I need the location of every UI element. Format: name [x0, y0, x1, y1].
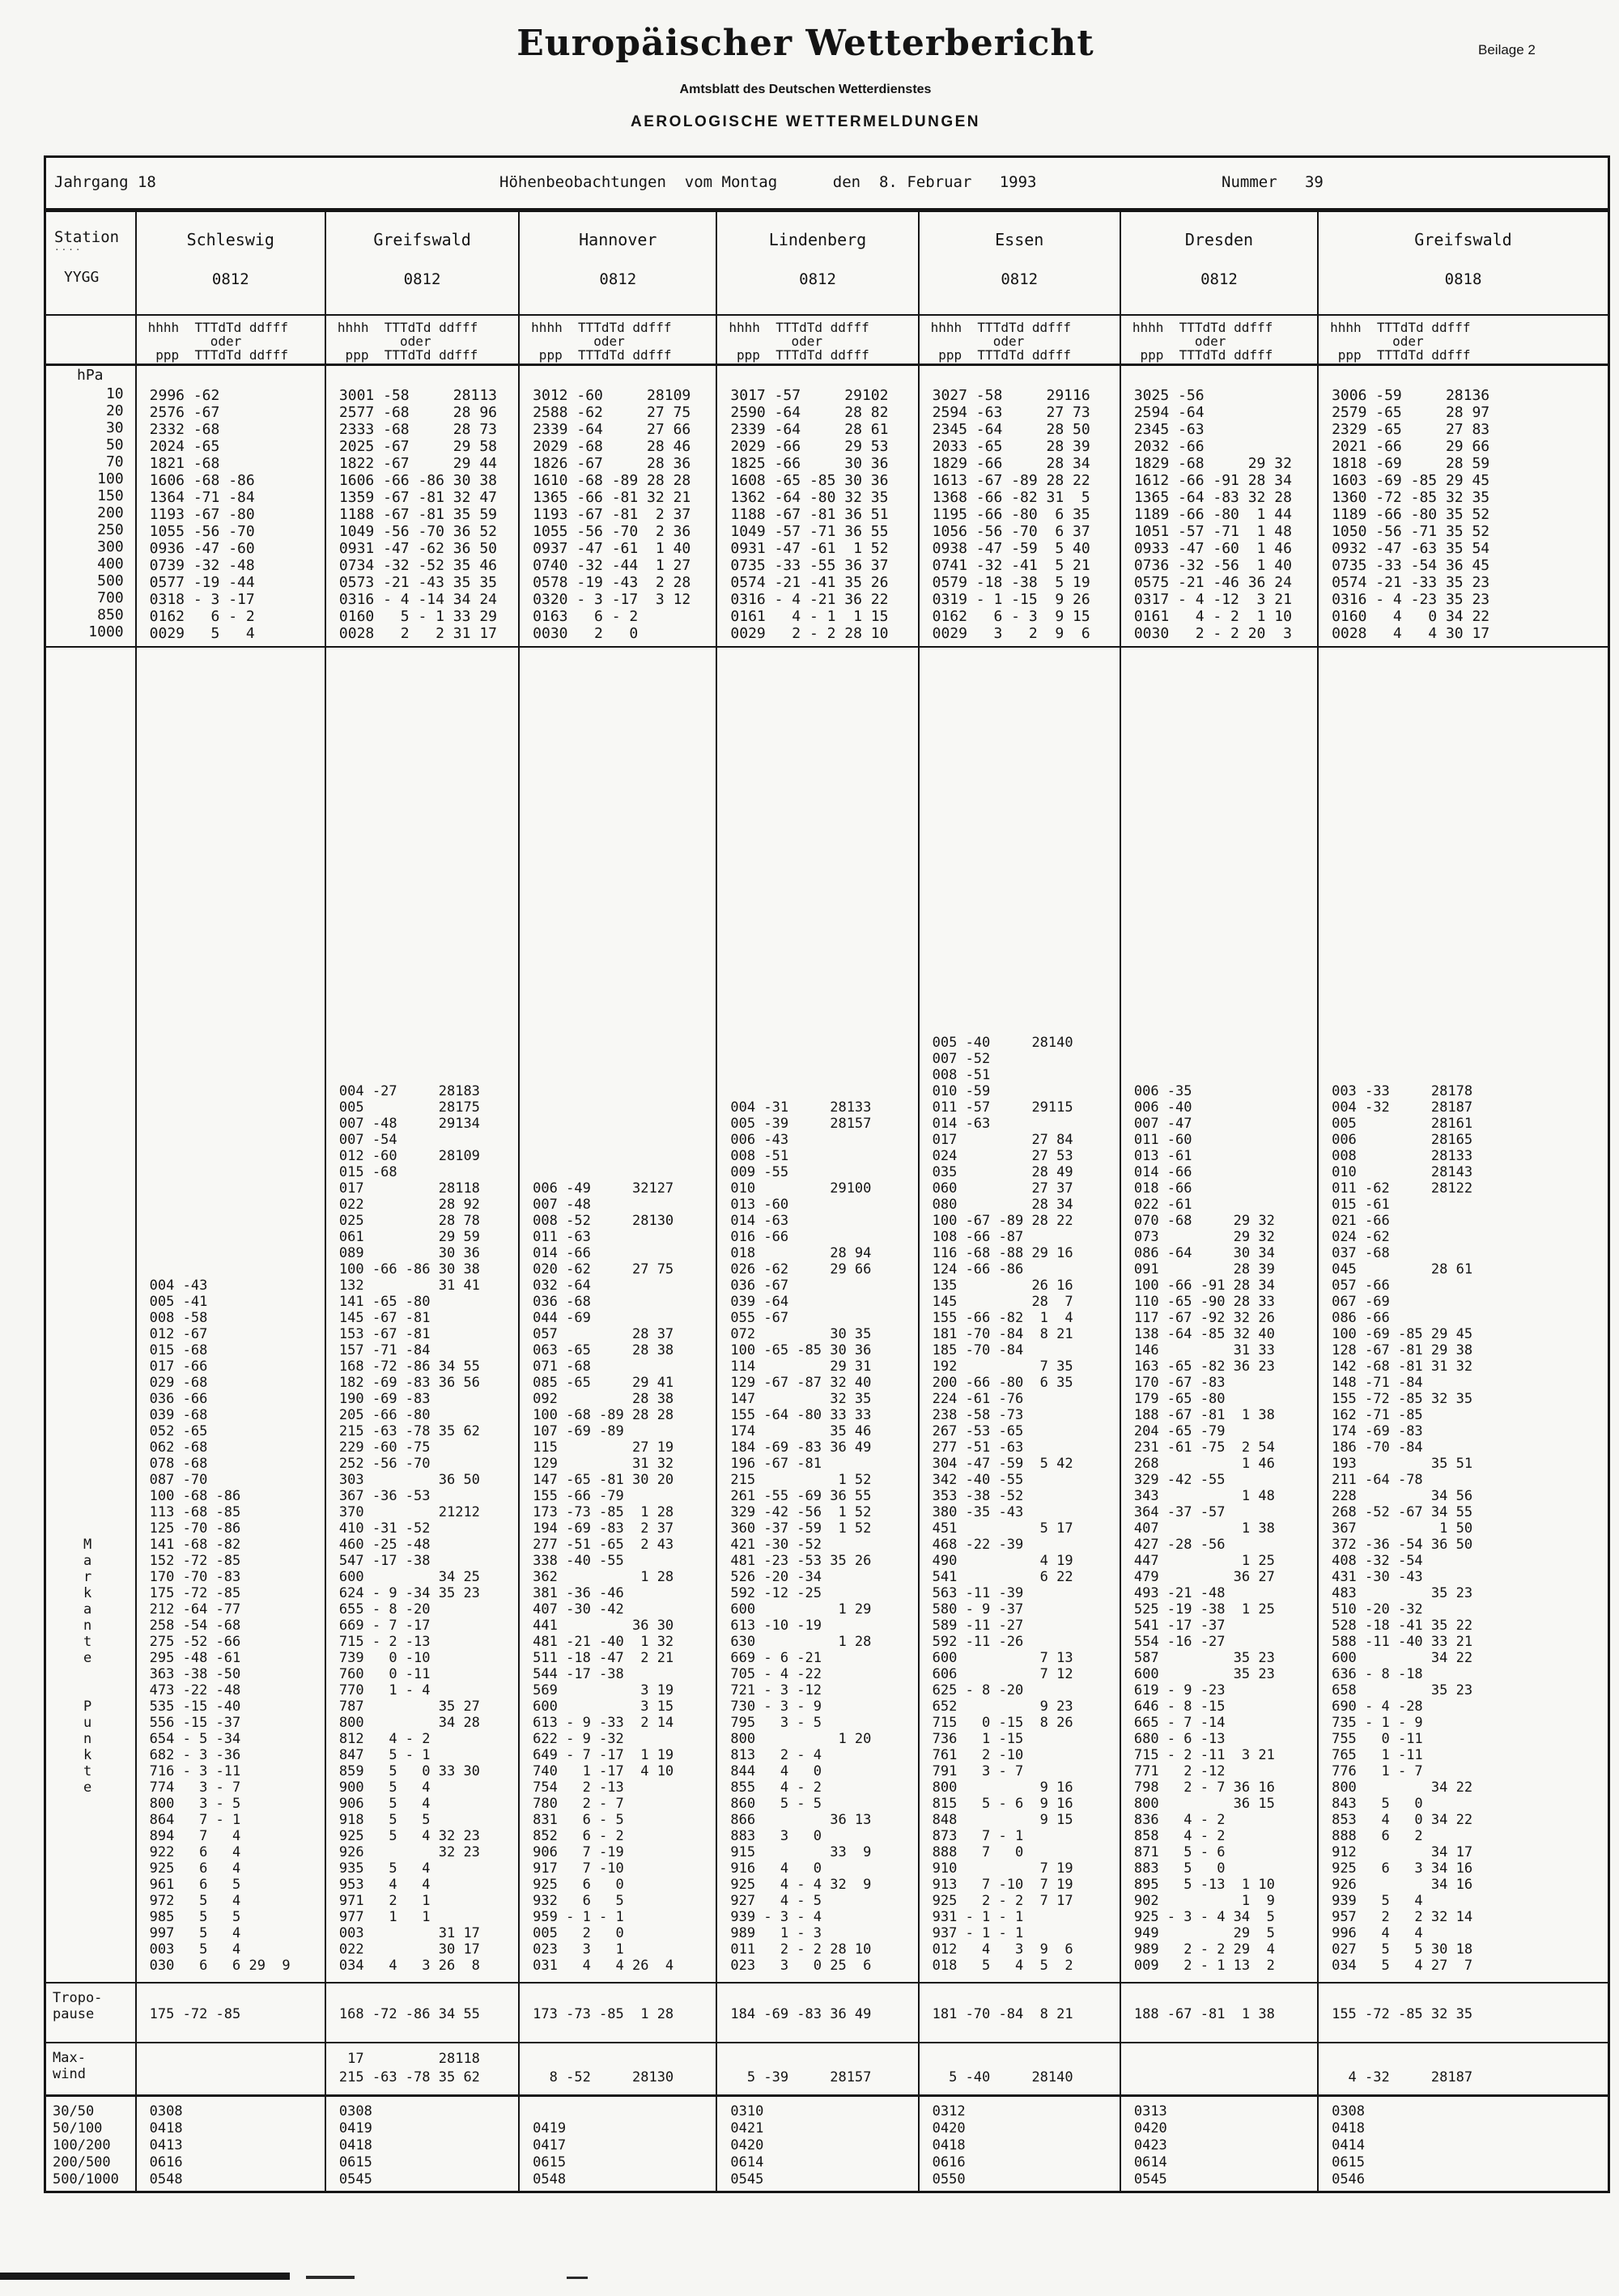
- label-column: Station ···· YYGG hPa 10 20 30 50 70 100…: [46, 212, 135, 2191]
- station-column-essen: Essen 0812 hhhh TTTdTd ddfff oder ppp TT…: [917, 212, 1120, 2191]
- hpa-label: hPa: [77, 367, 104, 384]
- max-wind-label: Max- wind: [46, 2043, 135, 2097]
- beilage-label: Beilage 2: [1478, 42, 1536, 57]
- mean-wind-data: 0419 0417 0615 0548: [533, 2120, 567, 2188]
- page-section-title: AEROLOGISCHE WETTERMELDUNGEN: [630, 113, 981, 130]
- tropopause-data: 184 -69 -83 36 49: [730, 2006, 872, 2022]
- weather-table: Jahrgang 18 Höhenbeobachtungen vom Monta…: [44, 155, 1610, 2193]
- max-wind-data: [1121, 2043, 1317, 2087]
- station-header-dashes: ····: [54, 244, 83, 255]
- station-header-label: Station: [54, 228, 120, 246]
- station-column-dresden: Dresden 0812 hhhh TTTdTd ddfff oder ppp …: [1119, 212, 1318, 2191]
- station-name: Essen: [995, 230, 1044, 249]
- standard-levels: 2996 -62 2576 -67 2332 -68 2024 -65 1821…: [149, 387, 255, 642]
- observation-date-label: Höhenbeobachtungen vom Montag den 8. Feb…: [499, 173, 1037, 191]
- markante-punkte-label: M a r k a n t e P u n k t e: [83, 1537, 92, 1796]
- scan-smudge: [306, 2276, 355, 2279]
- station-name: Greifswald: [373, 230, 471, 249]
- tropopause-data: 181 -70 -84 8 21: [932, 2006, 1073, 2022]
- station-column-hannover: Hannover 0812 hhhh TTTdTd ddfff oder ppp…: [518, 212, 716, 2191]
- tropopause-data: 155 -72 -85 32 35: [1332, 2006, 1473, 2022]
- significant-levels: 004 -43 005 -41 008 -58 012 -67 015 -68 …: [149, 1278, 291, 1974]
- column-code-header: hhhh TTTdTd ddfff oder ppp TTTdTd ddfff: [930, 320, 1072, 363]
- standard-levels: 3027 -58 29116 2594 -63 27 73 2345 -64 2…: [932, 387, 1090, 642]
- tropopause-data: 173 -73 -85 1 28: [533, 2006, 674, 2022]
- observation-time: 0818: [1444, 270, 1482, 288]
- pressure-levels: 10 20 30 50 70 100 150 200 250 300 400 5…: [88, 385, 124, 640]
- significant-levels: 004 -31 28133 005 -39 28157 006 -43 008 …: [730, 1099, 872, 1974]
- mean-wind-data: 0308 0419 0418 0615 0545: [338, 2103, 372, 2188]
- standard-levels: 3017 -57 29102 2590 -64 28 82 2339 -64 2…: [730, 387, 889, 642]
- page-subtitle: Amtsblatt des Deutschen Wetterdienstes: [679, 83, 932, 96]
- scan-smudge: [0, 2273, 290, 2280]
- observation-time: 0812: [599, 270, 637, 288]
- significant-levels: 003 -33 28178 004 -32 28187 005 28161 00…: [1332, 1083, 1473, 1974]
- station-name: Lindenberg: [768, 230, 867, 249]
- observation-time: 0812: [799, 270, 836, 288]
- tropopause-label: Tropo- pause: [46, 1983, 135, 2043]
- mean-wind-level-labels: 30/50 50/100 100/200 200/500 500/1000: [53, 2103, 119, 2188]
- station-column-lindenberg: Lindenberg 0812 hhhh TTTdTd ddfff oder p…: [716, 212, 918, 2191]
- tropopause-data: 168 -72 -86 34 55: [338, 2006, 480, 2022]
- observation-time: 0812: [403, 270, 441, 288]
- mean-wind-data: 0312 0420 0418 0616 0550: [932, 2103, 966, 2188]
- station-name: Dresden: [1184, 230, 1254, 249]
- issue-number-label: Nummer 39: [1222, 173, 1324, 191]
- standard-levels: 3012 -60 28109 2588 -62 27 75 2339 -64 2…: [533, 387, 691, 642]
- column-code-header: hhhh TTTdTd ddfff oder ppp TTTdTd ddfff: [337, 320, 478, 363]
- significant-levels: 006 -49 32127 007 -48 008 -52 28130 011 …: [533, 1180, 674, 1974]
- max-wind-data: 17 28118 215 -63 -78 35 62: [338, 2051, 480, 2086]
- column-code-header: hhhh TTTdTd ddfff oder ppp TTTdTd ddfff: [1132, 320, 1273, 363]
- station-column-greifswald-0818: Greifswald 0818 hhhh TTTdTd ddfff oder p…: [1317, 212, 1608, 2191]
- max-wind-data: 5 -40 28140: [949, 2069, 1073, 2086]
- max-wind-data: 8 -52 28130: [549, 2069, 674, 2086]
- station-name: Schleswig: [186, 230, 274, 249]
- masthead: Europäischer Wetterbericht Beilage 2 Amt…: [0, 0, 1619, 155]
- column-code-header: hhhh TTTdTd ddfff oder ppp TTTdTd ddfff: [147, 320, 289, 363]
- station-name: Hannover: [579, 230, 657, 249]
- mean-wind-data: 0310 0421 0420 0614 0545: [730, 2103, 764, 2188]
- max-wind-data: 4 -32 28187: [1348, 2069, 1473, 2086]
- significant-levels: 005 -40 28140 007 -52 008 -51 010 -59 01…: [932, 1035, 1073, 1974]
- max-wind-data: [137, 2043, 325, 2087]
- mean-wind-data: 0308 0418 0414 0615 0546: [1332, 2103, 1366, 2188]
- standard-levels: 3025 -56 2594 -64 2345 -63 2032 -66 1829…: [1133, 387, 1292, 642]
- mean-wind-data: 0308 0418 0413 0616 0548: [149, 2103, 183, 2188]
- jahrgang-label: Jahrgang 18: [54, 173, 156, 191]
- observation-time: 0812: [1001, 270, 1039, 288]
- column-code-header: hhhh TTTdTd ddfff oder ppp TTTdTd ddfff: [1330, 320, 1471, 363]
- max-wind-data: 5 -39 28157: [746, 2069, 872, 2086]
- station-name: Greifswald: [1414, 230, 1512, 249]
- observation-time: 0812: [1200, 270, 1238, 288]
- column-code-header: hhhh TTTdTd ddfff oder ppp TTTdTd ddfff: [531, 320, 672, 363]
- tropopause-data: 175 -72 -85: [149, 2006, 241, 2022]
- page-title: Europäischer Wetterbericht: [516, 23, 1094, 64]
- standard-levels: 3006 -59 28136 2579 -65 28 97 2329 -65 2…: [1332, 387, 1490, 642]
- tropopause-data: 188 -67 -81 1 38: [1133, 2006, 1275, 2022]
- standard-levels: 3001 -58 28113 2577 -68 28 96 2333 -68 2…: [338, 387, 497, 642]
- yygg-label: YYGG: [64, 269, 100, 286]
- significant-levels: 006 -35 006 -40 007 -47 011 -60 013 -61 …: [1133, 1083, 1275, 1974]
- observation-time: 0812: [211, 270, 249, 288]
- table-grid: Station ···· YYGG hPa 10 20 30 50 70 100…: [46, 212, 1608, 2191]
- column-code-header: hhhh TTTdTd ddfff oder ppp TTTdTd ddfff: [729, 320, 869, 363]
- scan-smudge: [567, 2277, 588, 2279]
- station-column-greifswald-0812: Greifswald 0812 hhhh TTTdTd ddfff oder p…: [324, 212, 519, 2191]
- station-column-schleswig: Schleswig 0812 hhhh TTTdTd ddfff oder pp…: [134, 212, 325, 2191]
- mean-wind-data: 0313 0420 0423 0614 0545: [1133, 2103, 1167, 2188]
- significant-levels: 004 -27 28183 005 28175 007 -48 29134 00…: [338, 1083, 480, 1974]
- info-row: Jahrgang 18 Höhenbeobachtungen vom Monta…: [46, 158, 1608, 212]
